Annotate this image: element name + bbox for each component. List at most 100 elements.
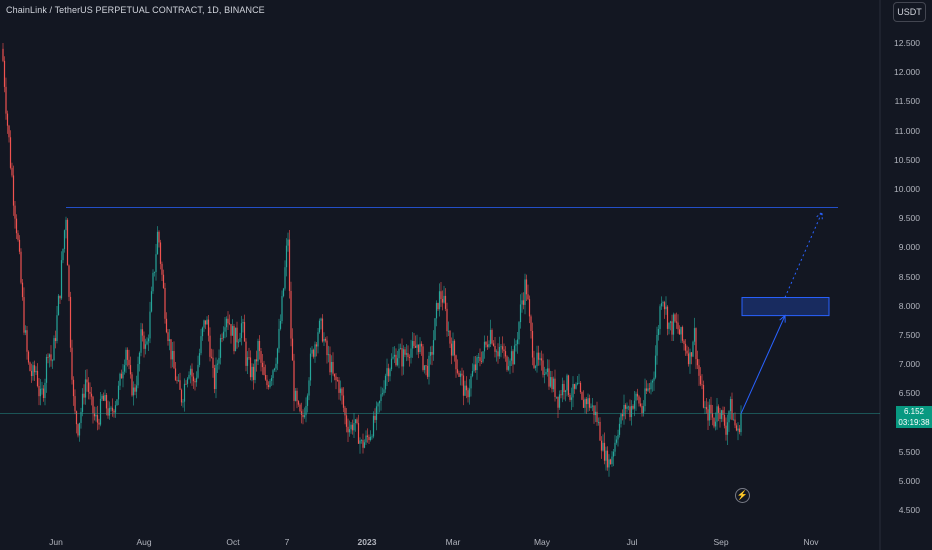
candle-body <box>116 399 118 406</box>
candle-body <box>269 380 271 388</box>
candle-body <box>47 357 49 358</box>
candle-body <box>251 366 253 378</box>
candle-body <box>312 349 315 357</box>
candle-body <box>507 366 510 370</box>
candle-body <box>108 407 111 416</box>
candle-body <box>212 357 214 368</box>
candle-body <box>332 361 334 374</box>
candle-body <box>117 385 120 400</box>
candle-body <box>309 353 312 381</box>
candle-body <box>255 359 258 362</box>
candle-body <box>414 345 417 348</box>
candle-body <box>477 357 480 359</box>
drawing-annotations <box>0 207 880 414</box>
candle-body <box>315 344 318 347</box>
candle-body <box>734 419 736 426</box>
currency-button[interactable]: USDT <box>893 2 926 22</box>
candle-body <box>644 388 646 407</box>
candle-body <box>486 344 489 347</box>
candle-body <box>374 415 376 420</box>
candle-body <box>540 358 543 361</box>
candle-body <box>254 359 256 380</box>
candle-body <box>279 320 282 329</box>
candle-body <box>566 375 568 391</box>
candle-body <box>732 419 735 421</box>
candle-body <box>210 356 213 358</box>
lightning-bolt-icon[interactable]: ⚡ <box>735 488 750 503</box>
target-zone-rect[interactable] <box>741 297 830 317</box>
candle-body <box>2 48 4 61</box>
projection-arrow[interactable] <box>740 315 786 414</box>
candle-body <box>98 422 100 425</box>
candle-body <box>693 328 696 342</box>
candle-body <box>596 411 598 423</box>
projection-dotted-line[interactable] <box>784 212 823 298</box>
candle-body <box>447 330 450 332</box>
candle-body <box>584 399 586 408</box>
candle-body <box>297 401 300 405</box>
candle-body <box>263 367 265 375</box>
candle-body <box>174 368 177 381</box>
projection-arrow-head[interactable] <box>779 314 786 323</box>
candle-body <box>488 343 490 347</box>
candle-body <box>192 376 195 382</box>
candle-body <box>558 394 561 408</box>
candle-body <box>36 370 39 387</box>
candle-body <box>717 406 720 413</box>
candle-body <box>335 376 337 381</box>
candle-body <box>627 406 630 408</box>
time-tick-label: Jul <box>626 537 638 547</box>
candle-body <box>165 318 168 333</box>
candle-body <box>293 360 295 401</box>
price-tick-label: 11.500 <box>894 96 920 107</box>
price-tick-label: 5.500 <box>898 446 920 457</box>
candle-body <box>23 297 25 333</box>
candle-body <box>603 442 606 461</box>
candle-body <box>575 384 577 389</box>
candle-body <box>629 406 631 418</box>
candle-body <box>5 86 7 114</box>
candle-body <box>420 343 423 347</box>
candle-body <box>638 396 640 404</box>
candle-body <box>389 369 391 377</box>
candle-body <box>564 390 567 393</box>
time-tick-label: Aug <box>136 537 152 547</box>
candle-body <box>530 316 532 332</box>
candle-body <box>48 354 51 358</box>
candle-body <box>53 338 55 361</box>
candle-body <box>489 329 492 344</box>
candle-body <box>588 398 591 408</box>
candle-body <box>659 306 661 330</box>
candle-body <box>87 382 90 392</box>
candle-body <box>83 393 85 398</box>
candle-body <box>675 321 678 323</box>
candle-body <box>9 137 12 168</box>
candle-body <box>401 348 403 367</box>
candle-body <box>33 365 36 373</box>
candle-body <box>711 413 714 418</box>
candle-body <box>353 422 355 431</box>
candle-body <box>219 338 222 358</box>
candle-body <box>701 384 703 386</box>
candle-body <box>224 327 226 332</box>
candle-body <box>306 395 309 406</box>
candle-body <box>563 384 565 393</box>
candle-body <box>434 318 436 341</box>
candle-body <box>8 125 10 138</box>
candle-body <box>620 414 622 424</box>
candle-body <box>191 368 193 377</box>
candle-body <box>12 175 15 206</box>
candle-body <box>275 363 277 369</box>
candlestick-series <box>2 42 742 477</box>
candle-body <box>372 415 375 437</box>
candle-body <box>138 352 141 365</box>
candle-body <box>615 439 618 443</box>
candle-body <box>449 330 451 344</box>
candle-body <box>107 408 109 416</box>
candle-body <box>305 405 307 416</box>
candle-body <box>101 395 103 399</box>
price-tick-label: 10.500 <box>894 154 920 165</box>
candle-body <box>384 375 387 390</box>
price-tick-label: 12.500 <box>894 38 920 48</box>
